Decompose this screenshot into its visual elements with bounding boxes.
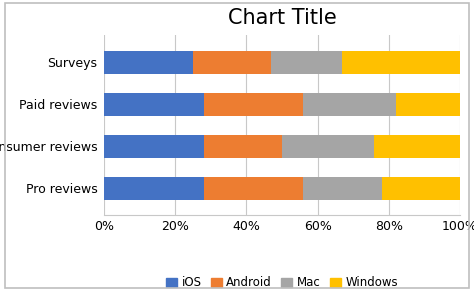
- Bar: [204, 177, 303, 200]
- Bar: [271, 51, 342, 74]
- Bar: [303, 177, 382, 200]
- Title: Chart Title: Chart Title: [228, 8, 337, 28]
- Bar: [104, 134, 204, 158]
- Legend: iOS, Android, Mac, Windows: iOS, Android, Mac, Windows: [161, 272, 403, 291]
- Bar: [204, 134, 282, 158]
- Bar: [396, 93, 460, 116]
- Bar: [104, 177, 204, 200]
- Bar: [104, 93, 204, 116]
- Bar: [193, 51, 271, 74]
- Bar: [382, 177, 460, 200]
- Bar: [303, 93, 396, 116]
- Bar: [374, 134, 460, 158]
- Bar: [342, 51, 460, 74]
- Bar: [204, 93, 303, 116]
- Bar: [104, 51, 193, 74]
- Bar: [282, 134, 374, 158]
